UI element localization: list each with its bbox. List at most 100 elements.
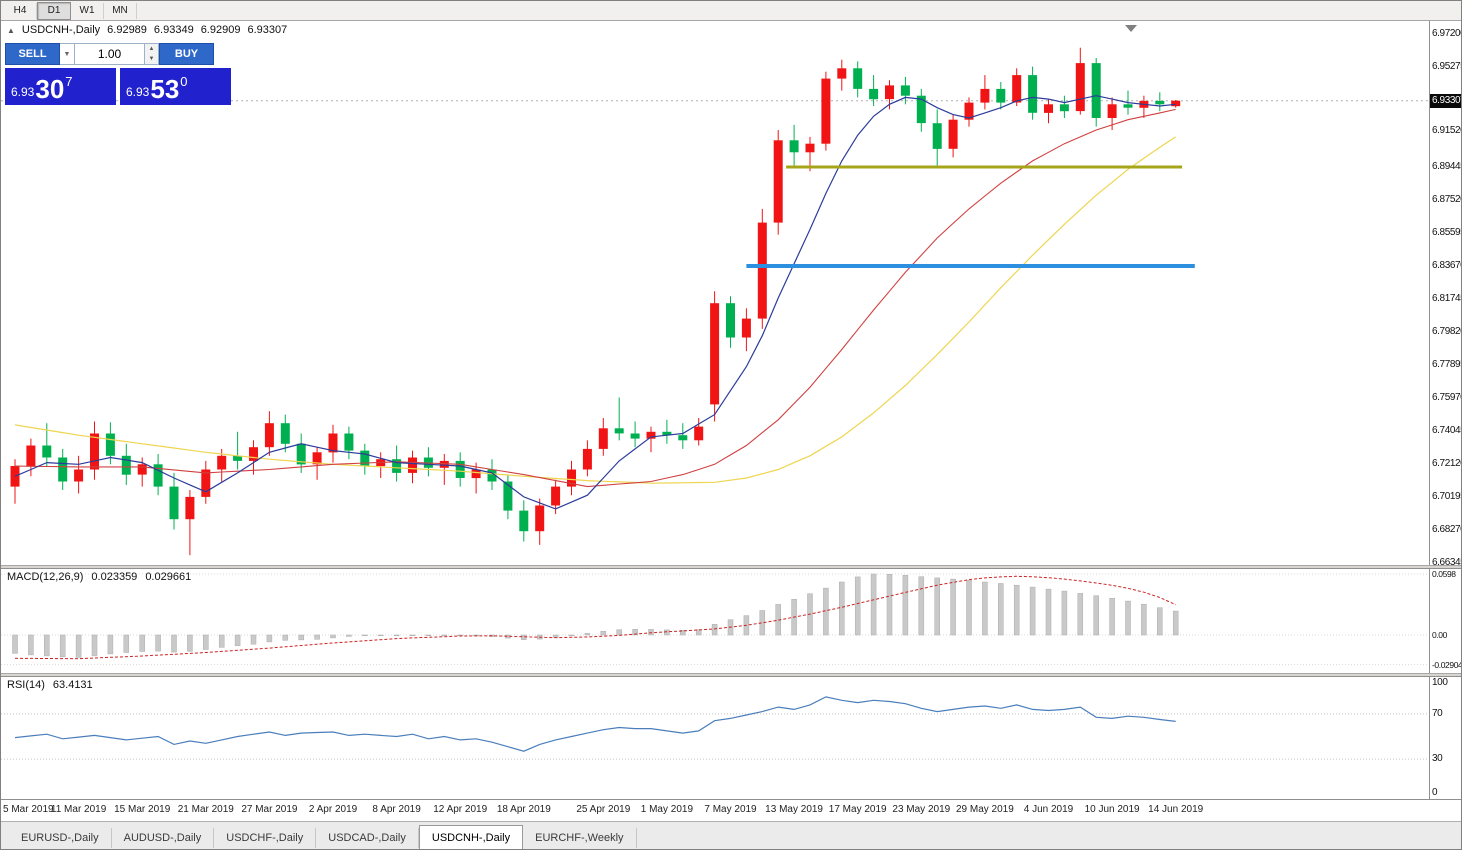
- price-axis-label: 6.85595: [1432, 227, 1461, 238]
- price-chart[interactable]: [1, 21, 1429, 565]
- volume-spinner: ▲ ▼: [145, 43, 159, 65]
- buy-price-frac: 0: [180, 74, 188, 89]
- price-axis-label: 6.89445: [1432, 161, 1461, 172]
- price-axis-label: 6.77895: [1432, 359, 1461, 370]
- volume-input[interactable]: [75, 43, 145, 65]
- timeframe-toolbar: H4 D1 W1 MN: [1, 1, 1461, 21]
- buy-price-pips: 53: [150, 74, 180, 104]
- rsi-axis-label: 100: [1432, 677, 1448, 688]
- panel-splitter[interactable]: [1, 673, 1461, 677]
- ohlc-high: 6.93349: [153, 24, 194, 36]
- macd-axis-label: 0.0598: [1432, 569, 1456, 579]
- macd-axis[interactable]: 0.0598 0.00 -0.029049: [1429, 569, 1462, 673]
- sell-price-prefix: 6.93: [11, 85, 35, 99]
- volume-dropdown-button[interactable]: ▼: [60, 43, 75, 65]
- time-axis-label: 15 Mar 2019: [114, 804, 171, 815]
- time-axis-label: 17 May 2019: [828, 804, 887, 815]
- time-axis-label: 21 Mar 2019: [177, 804, 234, 815]
- macd-signal-line: [14, 575, 1176, 660]
- time-axis-label: 11 Mar 2019: [50, 804, 107, 815]
- rsi-label-row: RSI(14) 63.4131: [7, 679, 93, 691]
- price-axis-label: 6.97200: [1432, 28, 1461, 39]
- macd-chart[interactable]: [1, 569, 1429, 673]
- price-axis-label: 6.66345: [1432, 557, 1461, 565]
- time-axis[interactable]: 5 Mar 2019 11 Mar 2019 15 Mar 2019 21 Mar 2…: [1, 799, 1461, 822]
- volume-increase-button[interactable]: ▲: [145, 44, 158, 54]
- ma-fast-line[interactable]: [14, 95, 1176, 510]
- rsi-name: RSI(14): [7, 679, 45, 691]
- macd-name: MACD(12,26,9): [7, 571, 84, 583]
- macd-axis-label: -0.029049: [1432, 659, 1462, 670]
- macd-signal-value: 0.029661: [145, 571, 192, 583]
- time-axis-label: 2 Apr 2019: [308, 804, 358, 815]
- time-axis-label: 14 Jun 2019: [1148, 804, 1204, 815]
- time-axis-label: 8 Apr 2019: [372, 804, 421, 815]
- current-price-tag: 6.93307: [1430, 93, 1461, 108]
- time-axis-label: 25 Apr 2019: [576, 804, 631, 815]
- chart-title: ▲ USDCNH-,Daily 6.92989 6.93349 6.92909 …: [7, 24, 287, 36]
- rsi-chart[interactable]: [1, 677, 1429, 799]
- time-axis-label: 5 Mar 2019: [3, 804, 54, 815]
- buy-price-display[interactable]: 6.93 53 0: [120, 68, 231, 105]
- timeframe-button-h4[interactable]: H4: [4, 2, 37, 19]
- volume-decrease-button[interactable]: ▼: [145, 54, 158, 64]
- main-chart-panel: ▲ USDCNH-,Daily 6.92989 6.93349 6.92909 …: [1, 21, 1461, 565]
- price-axis[interactable]: 6.972006.952756.933506.915206.894456.875…: [1429, 21, 1461, 565]
- macd-label-row: MACD(12,26,9) 0.023359 0.029661: [7, 571, 191, 583]
- time-axis-label: 27 Mar 2019: [241, 804, 298, 815]
- price-axis-label: 6.72120: [1432, 458, 1461, 469]
- rsi-axis-label: 70: [1432, 707, 1443, 719]
- price-axis-label: 6.79820: [1432, 326, 1461, 337]
- time-axis-label: 13 May 2019: [765, 804, 824, 815]
- price-axis-label: 6.74045: [1432, 425, 1461, 436]
- time-axis-label: 1 May 2019: [640, 804, 694, 815]
- rsi-axis-label: 30: [1432, 753, 1443, 765]
- chart-shift-marker-icon[interactable]: [1125, 25, 1137, 32]
- price-axis-label: 6.83670: [1432, 260, 1461, 271]
- ohlc-low: 6.92909: [200, 24, 241, 36]
- timeframe-button-w1[interactable]: W1: [71, 2, 104, 19]
- panel-splitter[interactable]: [1, 565, 1461, 569]
- rsi-line: [14, 696, 1176, 752]
- sell-price-display[interactable]: 6.93 30 7: [5, 68, 116, 105]
- chart-tab-usdcad-daily[interactable]: USDCAD-,Daily: [316, 828, 419, 848]
- chart-tab-bar: EURUSD-,Daily AUDUSD-,Daily USDCHF-,Daily U…: [1, 821, 1461, 849]
- macd-histogram: [12, 573, 1179, 658]
- one-click-toggle-icon[interactable]: ▲: [7, 25, 15, 35]
- timeframe-button-d1[interactable]: D1: [37, 1, 71, 20]
- rsi-axis[interactable]: 100 70 30 0: [1429, 677, 1461, 799]
- price-axis-label: 6.70195: [1432, 491, 1461, 502]
- time-axis-label: 10 Jun 2019: [1084, 804, 1140, 815]
- chart-tab-eurusd-daily[interactable]: EURUSD-,Daily: [9, 828, 112, 848]
- timeframe-button-mn[interactable]: MN: [104, 2, 137, 19]
- chart-tab-usdchf-daily[interactable]: USDCHF-,Daily: [214, 828, 317, 848]
- sell-price-frac: 7: [65, 74, 73, 89]
- rsi-axis-label: 0: [1432, 787, 1438, 798]
- chart-tab-audusd-daily[interactable]: AUDUSD-,Daily: [112, 828, 215, 848]
- chart-tab-usdcnh-daily[interactable]: USDCNH-,Daily: [418, 825, 524, 849]
- ma-slow-line[interactable]: [14, 136, 1177, 484]
- time-axis-label: 7 May 2019: [704, 804, 757, 815]
- price-axis-label: 6.95275: [1432, 61, 1461, 72]
- one-click-trade-panel: SELL ▼ ▲ ▼ BUY 6.93 30 7 6.93 53 0: [5, 43, 231, 105]
- rsi-value: 63.4131: [52, 679, 93, 691]
- time-axis-label: 18 Apr 2019: [496, 804, 551, 815]
- buy-button[interactable]: BUY: [159, 43, 214, 65]
- buy-price-prefix: 6.93: [126, 85, 150, 99]
- macd-axis-label: 0.00: [1432, 630, 1447, 640]
- chart-tab-eurchf-weekly[interactable]: EURCHF-,Weekly: [523, 828, 637, 848]
- price-axis-label: 6.68270: [1432, 524, 1461, 535]
- price-axis-label: 6.81745: [1432, 293, 1461, 304]
- sell-price-pips: 30: [35, 74, 65, 104]
- rsi-panel: RSI(14) 63.4131 100 70 30 0: [1, 677, 1461, 799]
- candlesticks: [10, 47, 1181, 556]
- sell-button[interactable]: SELL: [5, 43, 60, 65]
- time-axis-label: 4 Jun 2019: [1023, 804, 1074, 815]
- time-axis-label: 23 May 2019: [892, 804, 951, 815]
- time-axis-label: 12 Apr 2019: [433, 804, 488, 815]
- time-axis-label: 29 May 2019: [955, 804, 1014, 815]
- ohlc-open: 6.92989: [107, 24, 147, 36]
- macd-main-value: 0.023359: [91, 571, 138, 583]
- chart-symbol-label: USDCNH-,Daily: [21, 24, 101, 36]
